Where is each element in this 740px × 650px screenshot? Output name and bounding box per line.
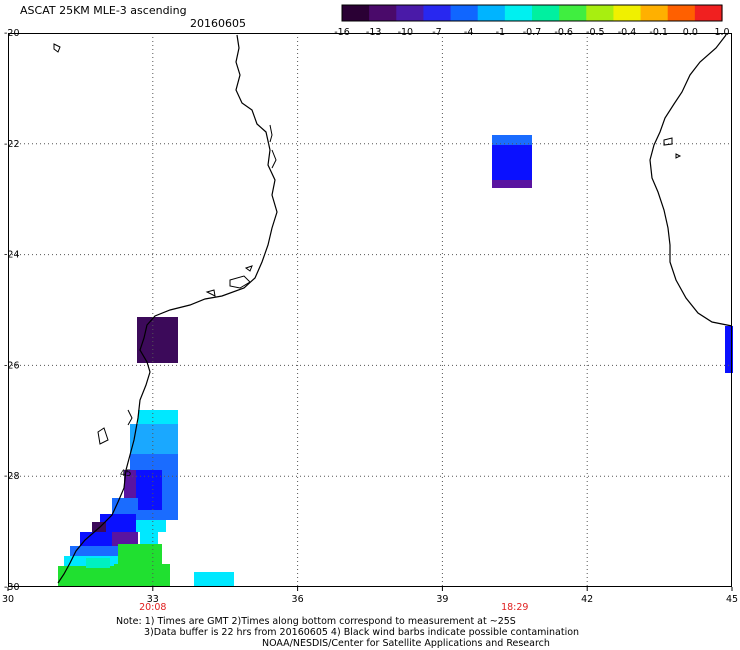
colorbar-swatch (342, 5, 370, 21)
pass-time-label: 20:08 (139, 602, 166, 613)
inland-lake (53, 43, 61, 53)
wind-cell (118, 544, 162, 564)
colorbar-swatch (423, 5, 452, 21)
lat-tick-label: -24 (4, 250, 20, 261)
lon-tick-label: 30 (2, 594, 14, 605)
wind-cell (725, 326, 733, 373)
lat-tick-label: -28 (4, 471, 20, 482)
colorbar-label: -13 (366, 27, 382, 36)
wind-cell (58, 566, 120, 586)
lon-tick-label: 45 (726, 594, 738, 605)
inland-feature (205, 265, 253, 297)
colorbar-swatch (396, 5, 425, 21)
colorbar-label: -0.5 (586, 27, 605, 36)
colorbar-label: -0.7 (523, 27, 542, 36)
lat-tick-label: -20 (4, 28, 20, 39)
note-line-2: 3)Data buffer is 22 hrs from 20160605 4)… (144, 627, 580, 638)
colorbar-swatch (450, 5, 479, 21)
wind-cell (114, 564, 170, 586)
land-label: 45 (120, 469, 131, 479)
wind-cell (492, 180, 532, 188)
colorbar-label: 1.0 (714, 27, 729, 36)
lon-tick-label: 39 (436, 594, 448, 605)
colorbar-swatch (477, 5, 506, 21)
wind-cell (492, 145, 532, 180)
wind-cell (194, 572, 234, 587)
colorbar-label: -1 (496, 27, 505, 36)
coastline-africa (57, 34, 278, 584)
inland-feature-2 (97, 409, 133, 445)
island-madagascar-coast (269, 124, 277, 169)
colorbar-swatch (586, 5, 615, 21)
pass-time-label: 18:29 (501, 602, 528, 613)
wind-cell (112, 532, 138, 546)
wind-cell (492, 135, 532, 145)
product-title: ASCAT 25KM MLE-3 ascending (20, 4, 187, 17)
colorbar-swatch (694, 5, 723, 21)
wind-cell (86, 558, 110, 568)
colorbar-swatch (504, 5, 533, 21)
colorbar-label: -10 (398, 27, 414, 36)
wind-cell (130, 424, 178, 454)
lat-tick-label: -22 (4, 139, 20, 150)
colorbar-label: -4 (464, 27, 473, 36)
colorbar-swatch (667, 5, 696, 21)
colorbar-label: -16 (334, 27, 350, 36)
product-date: 20160605 (190, 17, 246, 30)
note-line-1: Note: 1) Times are GMT 2)Times along bot… (116, 616, 516, 627)
east-island (663, 137, 682, 159)
lat-tick-label: -26 (4, 360, 20, 371)
colorbar-swatch (613, 5, 642, 21)
colorbar: -16 -13 -10 -7 -4 -1 -0.7 -0.6 -0.5 -0.4 -0.1 0.0 1.… (334, 4, 730, 36)
colorbar-label: -0.6 (554, 27, 573, 36)
lon-tick-label: 33 (147, 594, 159, 605)
wind-data-cells (58, 135, 733, 587)
map-frame (8, 33, 732, 587)
colorbar-swatch (559, 5, 587, 21)
note-line-3: NOAA/NESDIS/Center for Satellite Applica… (262, 638, 550, 649)
colorbar-label: -0.1 (649, 27, 668, 36)
colorbar-swatch (532, 5, 560, 21)
lat-tick-label: -30 (4, 582, 20, 593)
coastline-east (649, 34, 733, 327)
wind-cell (70, 546, 124, 558)
lon-tick-label: 42 (581, 594, 593, 605)
wind-cell (92, 522, 106, 532)
colorbar-label: -0.4 (618, 27, 637, 36)
wind-cell (138, 410, 178, 424)
colorbar-swatch (640, 5, 669, 21)
lon-tick-label: 36 (292, 594, 304, 605)
grid-lines (8, 33, 732, 587)
colorbar-label: -7 (432, 27, 441, 36)
colorbar-swatch (369, 5, 397, 21)
colorbar-label: 0.0 (683, 27, 698, 36)
wind-cell (140, 532, 158, 546)
wind-cell (130, 520, 166, 532)
